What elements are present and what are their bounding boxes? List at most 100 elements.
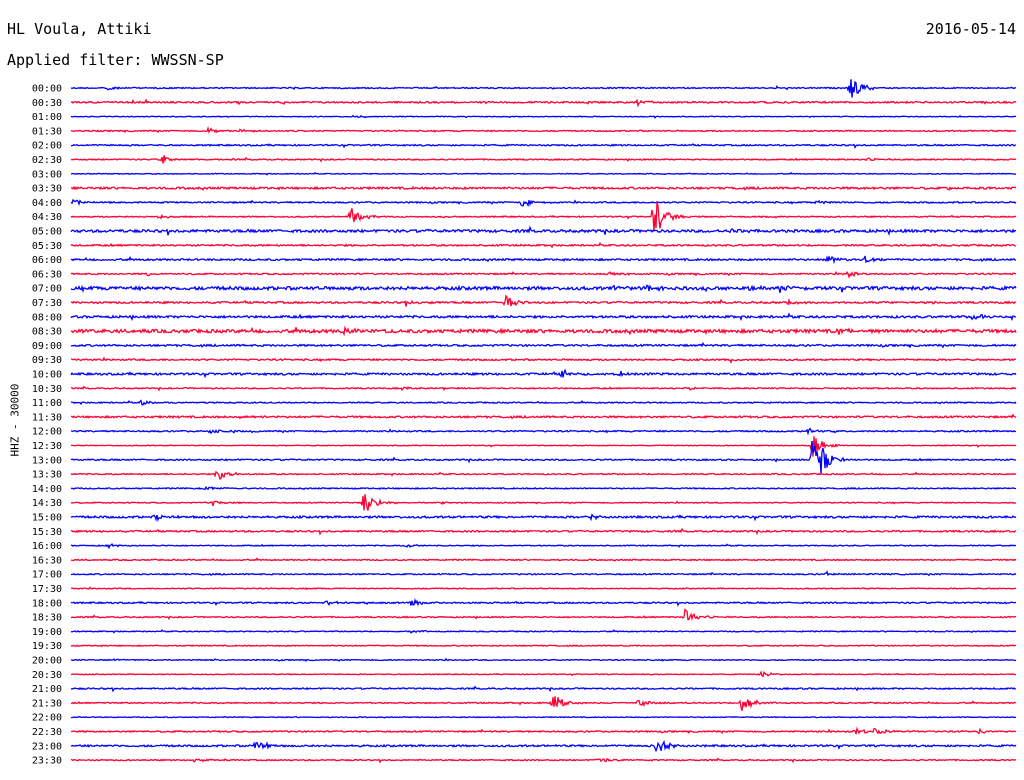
trace-1930 <box>70 644 1017 648</box>
trace-1430 <box>70 494 1017 511</box>
trace-0230 <box>70 155 1017 164</box>
time-label: 06:00 <box>32 255 62 266</box>
trace-0400 <box>70 198 1017 208</box>
trace-0000 <box>70 79 1017 98</box>
time-label: 05:00 <box>32 227 62 238</box>
time-label: 02:30 <box>32 155 62 166</box>
time-label: 21:30 <box>32 698 62 709</box>
time-label: 23:00 <box>32 741 62 752</box>
trace-1200 <box>70 427 1017 436</box>
trace-1630 <box>70 557 1017 562</box>
time-label: 12:00 <box>32 427 62 438</box>
time-label: 06:30 <box>32 269 62 280</box>
date-label: 2016-05-14 <box>925 20 1016 38</box>
time-label-group: 00:00 00:30 01:00 01:30 02:00 02:30 03:00 03:30… <box>32 84 62 767</box>
trace-2130 <box>70 696 1017 712</box>
trace-1900 <box>70 629 1017 634</box>
trace-1000 <box>70 368 1017 379</box>
trace-1800 <box>70 598 1017 607</box>
time-label: 01:30 <box>32 126 62 137</box>
trace-1600 <box>70 542 1017 550</box>
trace-1700 <box>70 570 1017 577</box>
trace-0500 <box>70 225 1017 236</box>
time-label: 21:00 <box>32 684 62 695</box>
time-label: 14:30 <box>32 498 62 509</box>
time-label: 05:30 <box>32 241 62 252</box>
trace-2230 <box>70 726 1017 735</box>
time-label: 23:30 <box>32 756 62 767</box>
trace-1230 <box>70 436 1017 457</box>
time-label: 18:30 <box>32 613 62 624</box>
trace-0130 <box>70 125 1017 134</box>
trace-1500 <box>70 513 1017 522</box>
trace-2000 <box>70 657 1017 662</box>
trace-0330 <box>70 185 1017 191</box>
time-label: 09:30 <box>32 355 62 366</box>
time-label: 16:00 <box>32 541 62 552</box>
time-label: 17:00 <box>32 570 62 581</box>
time-label: 12:30 <box>32 441 62 452</box>
time-label: 10:00 <box>32 370 62 381</box>
time-label: 09:00 <box>32 341 62 352</box>
time-label: 22:30 <box>32 727 62 738</box>
trace-1400 <box>70 485 1017 491</box>
trace-2030 <box>70 670 1017 678</box>
trace-1830 <box>70 608 1017 622</box>
trace-2330 <box>70 757 1017 764</box>
time-label: 04:30 <box>32 212 62 223</box>
trace-0930 <box>70 356 1017 364</box>
trace-0700 <box>70 284 1017 294</box>
trace-0430 <box>70 201 1017 231</box>
time-label: 01:00 <box>32 112 62 123</box>
time-label: 04:00 <box>32 198 62 209</box>
trace-0630 <box>70 270 1017 279</box>
trace-0730 <box>70 294 1017 307</box>
time-label: 16:30 <box>32 555 62 566</box>
trace-0300 <box>70 171 1017 176</box>
station-title: HL Voula, Attiki <box>7 20 152 38</box>
time-label: 13:00 <box>32 455 62 466</box>
time-label: 20:00 <box>32 656 62 667</box>
time-label: 19:00 <box>32 627 62 638</box>
trace-2200 <box>70 716 1017 719</box>
time-label: 19:30 <box>32 641 62 652</box>
time-label: 15:30 <box>32 527 62 538</box>
trace-1030 <box>70 385 1017 392</box>
trace-1130 <box>70 413 1017 420</box>
time-label: 13:30 <box>32 470 62 481</box>
time-label: 10:30 <box>32 384 62 395</box>
trace-group <box>70 79 1017 764</box>
filter-label: Applied filter: WWSSN-SP <box>7 51 224 69</box>
trace-2100 <box>70 685 1017 693</box>
trace-0100 <box>70 114 1017 119</box>
trace-0900 <box>70 341 1017 349</box>
trace-2300 <box>70 739 1017 753</box>
trace-0600 <box>70 255 1017 265</box>
trace-0830 <box>70 325 1017 337</box>
time-label: 08:30 <box>32 327 62 338</box>
trace-1100 <box>70 399 1017 406</box>
time-label: 08:00 <box>32 312 62 323</box>
time-label: 11:30 <box>32 412 62 423</box>
time-label: 02:00 <box>32 141 62 152</box>
time-label: 03:30 <box>32 184 62 195</box>
trace-1530 <box>70 527 1017 536</box>
trace-0800 <box>70 312 1017 322</box>
time-label: 00:00 <box>32 84 62 95</box>
trace-1730 <box>70 586 1017 591</box>
time-label: 17:30 <box>32 584 62 595</box>
time-label: 07:00 <box>32 284 62 295</box>
time-label: 22:00 <box>32 713 62 724</box>
time-label: 00:30 <box>32 98 62 109</box>
time-label: 07:30 <box>32 298 62 309</box>
trace-0030 <box>70 98 1017 108</box>
trace-1330 <box>70 470 1017 480</box>
trace-0200 <box>70 143 1016 150</box>
time-label: 11:00 <box>32 398 62 409</box>
trace-0530 <box>70 241 1017 249</box>
time-label: 03:00 <box>32 169 62 180</box>
time-label: 20:30 <box>32 670 62 681</box>
time-label: 18:00 <box>32 598 62 609</box>
trace-1300 <box>70 440 1017 475</box>
